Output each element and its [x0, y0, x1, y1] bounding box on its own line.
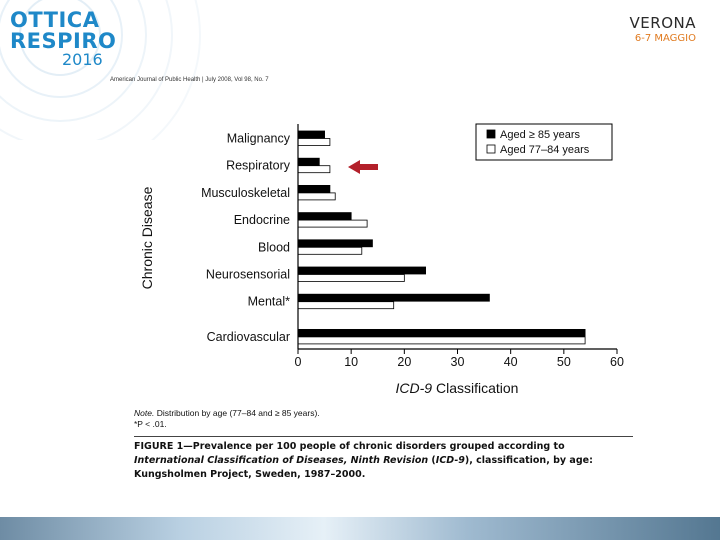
caption-prefix: FIGURE 1—Prevalence per 100 people of ch… — [134, 441, 565, 452]
logo-line-2: RESPIRO — [10, 29, 117, 53]
category-label: Malignancy — [227, 132, 291, 146]
x-tick-label: 0 — [295, 355, 302, 369]
event-date: 6-7 MAGGIO — [634, 33, 696, 44]
chart: Aged ≥ 85 years Aged 77–84 years Malignan… — [139, 123, 624, 396]
bar-aged-77-84-5 — [297, 274, 405, 282]
bar-aged-77-84-2 — [297, 192, 336, 201]
figure-note: Note. Distribution by age (77–84 and ≥ 8… — [134, 408, 320, 430]
note-significance: *P < .01. — [134, 419, 167, 429]
bar-aged-85-plus-6 — [297, 293, 490, 302]
logo-line-1: OTTICA — [10, 8, 100, 32]
event-city: VERONA — [629, 14, 696, 32]
figure-caption: FIGURE 1—Prevalence per 100 people of ch… — [134, 440, 634, 482]
caption-icd: ICD-9 — [435, 455, 465, 466]
note-text: Distribution by age (77–84 and ≥ 85 year… — [154, 408, 320, 418]
bar-aged-85-plus-5 — [297, 266, 426, 275]
category-label: Musculoskeletal — [201, 186, 290, 200]
event-location: VERONA 6-7 MAGGIO — [630, 14, 696, 44]
bar-aged-77-84-6 — [297, 301, 395, 310]
x-axis-label: ICD-9 Classification — [396, 380, 519, 396]
bar-aged-85-plus-0 — [297, 130, 325, 139]
category-label: Cardiovascular — [207, 330, 290, 344]
x-axis-label-suffix: Classification — [432, 380, 518, 396]
bar-aged-85-plus-1 — [297, 157, 320, 166]
category-label: Neurosensorial — [206, 268, 290, 282]
caption-mid: ( — [428, 455, 436, 466]
bar-aged-85-plus-3 — [297, 212, 352, 221]
x-tick-label: 30 — [451, 355, 465, 369]
note-label: Note. — [134, 408, 155, 418]
red-arrow-annotation — [348, 160, 378, 174]
legend-swatch — [486, 144, 496, 154]
bar-aged-77-84-7 — [297, 336, 586, 345]
x-tick-label: 10 — [344, 355, 358, 369]
category-label: Endocrine — [234, 213, 290, 227]
caption-divider — [134, 436, 633, 437]
bar-aged-77-84-3 — [297, 219, 368, 228]
decorative-footer-band — [0, 517, 720, 540]
caption-italic: International Classification of Diseases… — [134, 455, 429, 466]
caption-suffix: ), classification, by age: Kungsholmen P… — [134, 455, 593, 480]
bar-aged-77-84-1 — [297, 165, 331, 174]
legend-box — [475, 123, 613, 161]
y-axis-label: Chronic Disease — [139, 186, 155, 289]
event-logo: OTTICA RESPIRO 2016 — [10, 8, 117, 70]
x-axis-label-prefix: ICD-9 — [396, 380, 433, 396]
legend-label: Aged ≥ 85 years — [500, 129, 581, 141]
category-label: Mental* — [248, 295, 291, 309]
category-label: Blood — [258, 240, 290, 254]
x-tick-label: 40 — [504, 355, 518, 369]
legend-label: Aged 77–84 years — [500, 144, 590, 156]
bar-aged-77-84-4 — [297, 246, 363, 255]
x-tick-label: 20 — [397, 355, 411, 369]
bar-aged-85-plus-4 — [297, 239, 373, 248]
legend-swatch — [486, 129, 496, 139]
category-label: Respiratory — [226, 159, 291, 173]
x-tick-label: 50 — [557, 355, 571, 369]
x-tick-label: 60 — [610, 355, 624, 369]
journal-citation: American Journal of Public Health | July… — [110, 77, 269, 83]
logo-year: 2016 — [62, 50, 103, 69]
bar-aged-85-plus-2 — [297, 184, 331, 193]
bar-aged-77-84-0 — [297, 138, 331, 146]
legend: Aged ≥ 85 years Aged 77–84 years — [475, 123, 613, 161]
bar-aged-85-plus-7 — [297, 328, 586, 337]
decorative-circles — [0, 0, 201, 140]
